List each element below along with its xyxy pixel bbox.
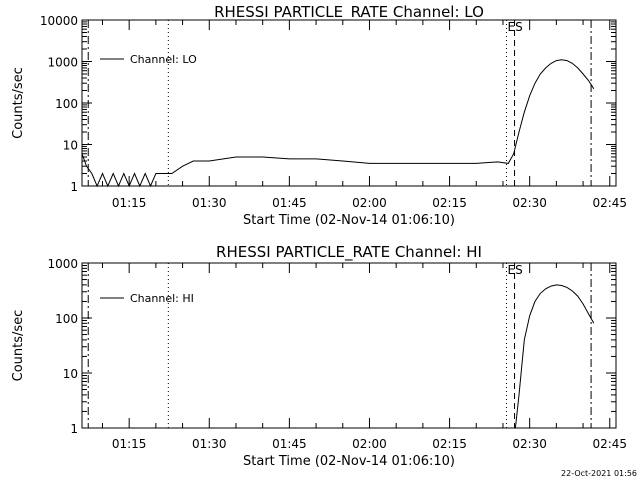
event-marker-label: ES — [508, 20, 523, 34]
y-axis-label: Counts/sec — [11, 310, 26, 382]
data-series-line — [81, 59, 595, 188]
x-axis-label: Start Time (02-Nov-14 01:06:10) — [243, 454, 455, 469]
chart-panel-hi: RHESSI PARTICLE_RATE Channel: HI 1 10 100 10… — [11, 243, 627, 469]
plot-frame — [81, 262, 617, 429]
chart-title: RHESSI PARTICLE_RATE Channel: LO — [214, 3, 484, 22]
y-axis-label: Counts/sec — [11, 67, 26, 139]
x-tick-label: 01:45 — [272, 437, 307, 451]
y-tick-label: 1 — [70, 422, 78, 436]
y-tick-label: 10000 — [40, 14, 78, 28]
x-tick-label: 02:00 — [352, 437, 387, 451]
y-tick-label: 1 — [70, 180, 78, 194]
generation-timestamp: 22-Oct-2021 01:56 — [561, 469, 637, 478]
x-tick-label: 02:45 — [592, 196, 627, 210]
legend-label: Channel: LO — [130, 53, 197, 66]
y-tick-label: 1000 — [47, 257, 78, 271]
data-series-line — [514, 284, 595, 429]
x-tick-label: 02:15 — [432, 437, 467, 451]
x-tick-label: 01:30 — [192, 196, 227, 210]
x-tick-label: 02:30 — [512, 196, 547, 210]
x-tick-label: 02:00 — [352, 196, 387, 210]
chart-title: RHESSI PARTICLE_RATE Channel: HI — [216, 243, 482, 262]
event-marker-label: ES — [508, 263, 523, 277]
x-tick-label: 02:45 — [592, 437, 627, 451]
legend-label: Channel: HI — [130, 292, 194, 305]
chart-panel-lo: RHESSI PARTICLE_RATE Channel: LO 1 10 100 10… — [11, 3, 627, 228]
y-tick-label: 10 — [63, 367, 78, 381]
y-tick-label: 10 — [63, 139, 78, 153]
x-tick-label: 02:15 — [432, 196, 467, 210]
x-tick-label: 01:15 — [112, 196, 147, 210]
y-tick-label: 100 — [55, 312, 78, 326]
y-tick-label: 100 — [55, 97, 78, 111]
x-axis-label: Start Time (02-Nov-14 01:06:10) — [243, 213, 455, 228]
x-tick-label: 01:30 — [192, 437, 227, 451]
x-tick-label: 02:30 — [512, 437, 547, 451]
y-tick-label: 1000 — [47, 56, 78, 70]
x-tick-label: 01:15 — [112, 437, 147, 451]
x-tick-label: 01:45 — [272, 196, 307, 210]
